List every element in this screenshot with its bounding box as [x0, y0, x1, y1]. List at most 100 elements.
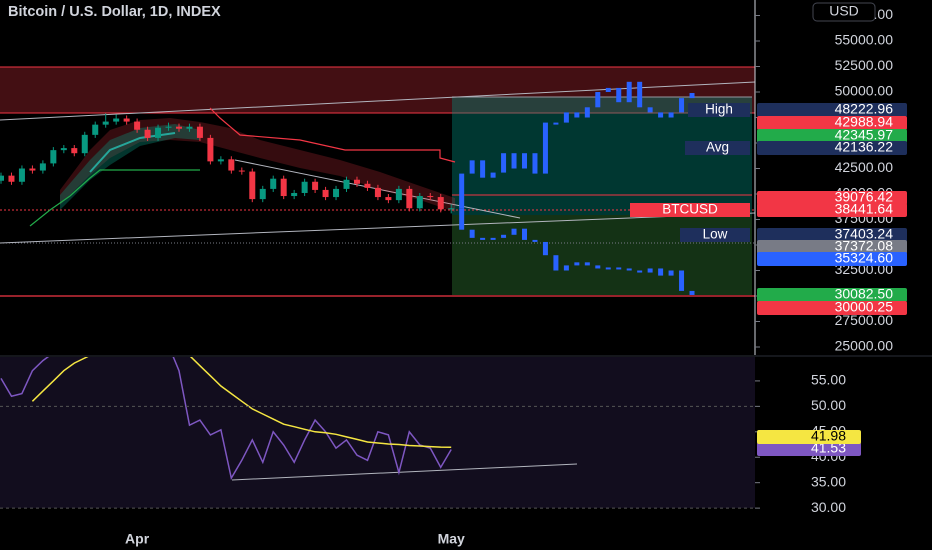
candle-body	[448, 208, 455, 210]
candle-body	[165, 126, 172, 128]
candle-body	[259, 188, 266, 200]
projection-bar	[584, 107, 590, 118]
price-label: 42988.94	[835, 114, 894, 130]
projection-bar	[532, 239, 538, 242]
y-tick-label: 35.00	[811, 473, 846, 489]
candle-body	[175, 126, 182, 129]
x-tick-label: May	[438, 531, 465, 547]
price-tag-box	[630, 203, 750, 217]
projection-bar	[595, 265, 601, 269]
projection-bar	[679, 270, 685, 291]
projection-bar	[480, 160, 486, 178]
projection-bar	[563, 265, 569, 271]
rsi-line	[31, 357, 452, 448]
y-tick-label: 50.00	[811, 397, 846, 413]
value-badge-label: 41.98	[811, 428, 846, 444]
rsi-trend-line	[231, 463, 578, 481]
projection-bar	[616, 87, 622, 103]
price-tag-box	[685, 141, 750, 155]
price-pane	[0, 81, 695, 295]
x-tick-label: Apr	[125, 531, 150, 547]
candle-body	[92, 124, 99, 135]
currency-label[interactable]: USD	[829, 3, 859, 19]
chart-title: Bitcoin / U.S. Dollar, 1D, INDEX	[8, 4, 221, 20]
projection-bar	[522, 228, 527, 240]
projection-bar	[658, 268, 664, 276]
projection-bar	[553, 122, 559, 125]
candle-body	[291, 192, 298, 197]
price-label-box	[757, 141, 907, 155]
value-badge	[757, 430, 861, 444]
price-label: 37403.24	[835, 226, 894, 242]
projection-bar	[679, 98, 685, 113]
price-tag: Low	[703, 227, 728, 242]
candle-body	[207, 137, 214, 162]
y-tick-label: 42500.00	[835, 159, 894, 175]
candle-body	[280, 178, 287, 197]
projection-bar	[501, 234, 507, 238]
candle-body	[29, 168, 36, 171]
candle-body	[134, 121, 141, 130]
price-tag: Avg	[706, 140, 729, 155]
candle-body	[406, 188, 413, 209]
candle-body	[333, 188, 340, 198]
price-label: 42345.97	[835, 127, 894, 143]
projection-bar	[616, 267, 622, 270]
price-label: 35324.60	[835, 250, 894, 266]
projection-bar	[542, 122, 548, 174]
price-label-box	[757, 116, 907, 130]
projection-bar	[553, 255, 559, 271]
projection-bar	[490, 237, 496, 240]
price-label-box	[757, 129, 907, 143]
candle-body	[196, 126, 203, 138]
price-label-box	[757, 301, 907, 315]
price-label-box	[757, 191, 907, 205]
candle-body	[155, 127, 162, 138]
y-tick-label: 50000.00	[835, 83, 894, 99]
y-tick-label: 25000.00	[835, 338, 894, 354]
price-label-box	[757, 252, 907, 266]
projection-bar	[490, 172, 496, 178]
y-tick-label: 27500.00	[835, 312, 894, 328]
price-label-box	[757, 240, 907, 254]
candle-body	[50, 150, 57, 164]
candle-body	[364, 183, 371, 188]
candle-body	[144, 129, 151, 138]
price-tag: BTCUSD	[662, 202, 718, 217]
candle-body	[270, 178, 277, 189]
candle-body	[416, 196, 423, 209]
price-label: 48222.96	[835, 101, 894, 117]
price-tag-box	[688, 103, 750, 117]
projection-bar	[689, 290, 695, 295]
candle-body	[301, 181, 308, 193]
price-label: 42136.22	[835, 139, 894, 155]
rsi-line	[0, 357, 452, 481]
projection-bar	[626, 81, 632, 103]
trailing-stop	[29, 169, 200, 227]
projection-bar	[605, 87, 611, 93]
price-label: 30082.50	[835, 286, 894, 302]
projection-bar	[584, 262, 590, 266]
currency-button[interactable]	[812, 2, 876, 22]
rsi-lines	[0, 357, 452, 481]
price-tag-box	[680, 228, 750, 242]
y-tick-label: 55000.00	[835, 32, 894, 48]
projection-bar	[605, 267, 611, 270]
candle-body	[102, 121, 109, 125]
candle-body	[353, 179, 360, 184]
projection-bar	[689, 93, 695, 99]
projection-bar	[647, 268, 653, 273]
projection-bar	[501, 153, 507, 173]
candle-body	[395, 188, 402, 201]
price-tag: High	[705, 102, 733, 117]
projection-bar	[480, 237, 486, 240]
candle-body	[113, 118, 120, 122]
projection-bar	[459, 208, 465, 230]
projection-bar	[532, 153, 538, 174]
candle-body	[374, 187, 381, 198]
projection-bar	[511, 153, 517, 169]
projection-bar	[637, 81, 643, 108]
projection-bar	[522, 153, 527, 169]
candle-body	[71, 148, 78, 154]
projection-bar	[459, 173, 465, 209]
